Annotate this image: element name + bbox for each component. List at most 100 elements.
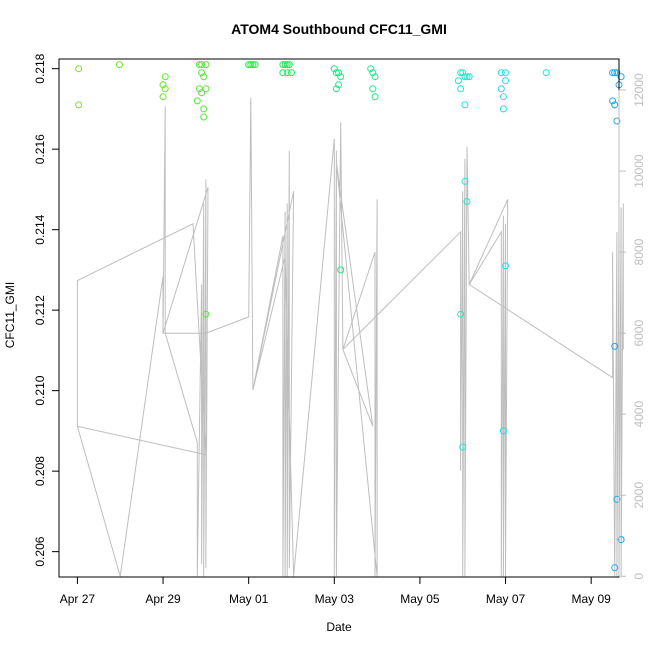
data-point (461, 101, 469, 109)
y-tick-label: 0.218 (33, 53, 47, 83)
data-point (454, 77, 462, 85)
y-tick-label: 0.206 (33, 536, 47, 566)
y2-tick-label: 0 (632, 573, 646, 580)
data-point (457, 69, 465, 77)
data-point (542, 69, 550, 77)
data-point (337, 73, 345, 81)
data-point (251, 61, 259, 69)
x-axis-label: Date (326, 620, 352, 634)
data-point (115, 61, 123, 69)
data-point (161, 85, 169, 93)
data-point (202, 61, 210, 69)
y2-tick-label: 8000 (632, 238, 646, 265)
data-point (283, 61, 291, 69)
altitude-line-layer (76, 98, 624, 577)
data-point (617, 536, 625, 544)
y2-tick-label: 2000 (632, 482, 646, 509)
data-point (371, 73, 379, 81)
y2-tick-label: 12000 (632, 73, 646, 107)
y-tick-label: 0.216 (33, 134, 47, 164)
data-point (335, 81, 343, 89)
data-point (613, 117, 621, 125)
data-point (202, 310, 210, 318)
data-point (502, 77, 509, 85)
data-point (457, 310, 465, 318)
x-tick-label: Apr 29 (145, 592, 181, 606)
data-point (499, 105, 507, 113)
data-point (611, 564, 619, 572)
data-point (499, 427, 507, 435)
y2-tick-label: 6000 (632, 320, 646, 347)
data-point (200, 105, 208, 113)
data-point (457, 85, 465, 93)
data-point (611, 342, 619, 350)
data-point (285, 61, 293, 69)
y2-tick-label: 10000 (632, 154, 646, 188)
data-point (332, 85, 340, 93)
data-point (159, 93, 167, 101)
data-point (611, 69, 619, 77)
x-tick-label: May 09 (571, 592, 611, 606)
data-point (159, 81, 167, 89)
y-tick-label: 0.208 (33, 456, 47, 486)
data-point (611, 101, 619, 109)
y-axis-label: CFC11_GMI (3, 282, 17, 348)
x-tick-label: May 03 (315, 592, 355, 606)
data-point (459, 443, 467, 451)
data-point (75, 65, 83, 73)
x-tick-label: May 05 (400, 592, 440, 606)
data-point (337, 266, 345, 274)
data-point (281, 61, 289, 69)
data-point (497, 85, 505, 93)
data-point (198, 61, 206, 69)
data-point (461, 177, 469, 185)
altitude-series-line (76, 98, 624, 577)
data-point (330, 65, 338, 73)
data-point (198, 89, 206, 97)
y-tick-label: 0.214 (33, 214, 47, 244)
data-point (497, 69, 505, 77)
data-point (367, 65, 375, 73)
data-point (198, 69, 206, 77)
data-point (502, 69, 509, 77)
data-point (332, 69, 340, 77)
data-point (465, 73, 473, 81)
data-point (75, 101, 83, 109)
x-tick-label: May 07 (486, 592, 526, 606)
data-point (371, 93, 379, 101)
points-layer (75, 61, 625, 572)
axes-layer: Apr 27 Apr 29 May 01 May 03 May 05 May 07 May … (33, 53, 646, 606)
data-point (335, 69, 343, 77)
data-point (161, 73, 169, 81)
data-point (247, 61, 255, 69)
data-point (463, 198, 471, 205)
data-point (617, 73, 625, 81)
data-point (193, 97, 201, 105)
chart-title: ATOM4 Southbound CFC11_GMI (231, 21, 447, 37)
y2-tick-label: 4000 (632, 401, 646, 428)
data-point (499, 93, 507, 101)
data-point (502, 262, 509, 270)
data-point (369, 69, 377, 77)
data-point (613, 495, 621, 503)
x-tick-label: May 01 (229, 592, 269, 606)
data-point (200, 113, 208, 121)
data-point (461, 73, 469, 81)
x-tick-label: Apr 27 (60, 592, 96, 606)
data-point (369, 85, 377, 93)
y-tick-label: 0.210 (33, 375, 47, 405)
y-tick-label: 0.212 (33, 295, 47, 325)
data-point (613, 69, 621, 77)
data-point (459, 69, 467, 77)
data-point (202, 85, 210, 93)
data-point (283, 69, 291, 77)
data-point (288, 69, 295, 77)
data-point (609, 97, 617, 105)
data-point (609, 69, 617, 77)
data-point (463, 73, 471, 81)
data-point (200, 73, 208, 81)
data-point (249, 61, 257, 69)
data-point (279, 69, 287, 77)
